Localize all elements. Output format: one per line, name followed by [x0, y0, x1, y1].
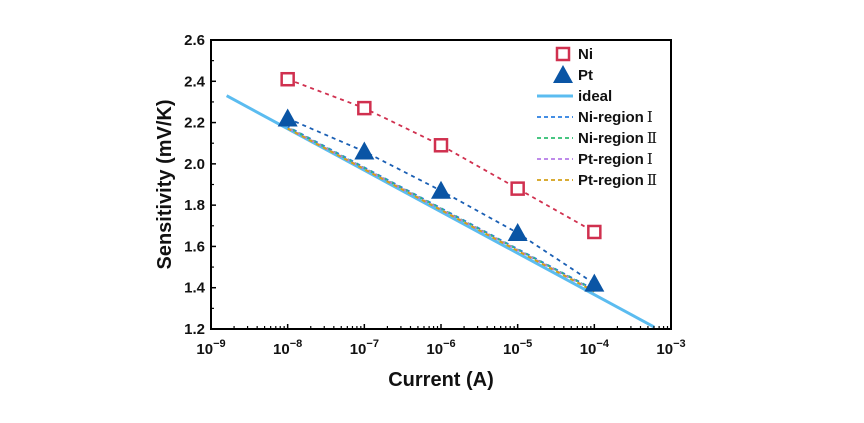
legend-entry: Ni-region Ⅰ	[537, 108, 653, 126]
legend-label: Ni-region Ⅱ	[578, 129, 657, 147]
legend-triangle-icon	[553, 65, 573, 83]
legend-label: Ni-region Ⅰ	[578, 108, 653, 126]
y-tick-label: 1.2	[184, 321, 205, 338]
legend-name: ideal	[578, 88, 612, 105]
ni-data-point	[433, 138, 449, 153]
x-axis-ticks: 10−9 10−8 10−7 10−6 10−5 10−4 10−3	[196, 324, 686, 358]
y-tick-label: 2.2	[184, 115, 205, 132]
legend-square-icon	[555, 46, 571, 62]
x-tick-exponent: −5	[520, 338, 533, 350]
x-tick-label: 10−4	[580, 338, 610, 358]
legend-entry: Ni-region Ⅱ	[537, 129, 657, 147]
x-tick-exponent: −4	[596, 338, 609, 350]
pt-data-point	[277, 108, 298, 127]
x-tick-exponent: −9	[213, 338, 226, 350]
x-tick-base: 10	[350, 341, 367, 358]
ni-data-point	[357, 100, 372, 116]
y-axis-ticks: 1.2 1.4 1.6 1.8 2.0 2.2 2.4 2.6	[184, 32, 216, 338]
x-axis-title: Current (A)	[388, 369, 494, 391]
legend-label: Ni	[578, 46, 593, 63]
legend-label: ideal	[578, 88, 612, 105]
y-tick-label: 1.6	[184, 238, 205, 255]
x-tick-exponent: −7	[366, 338, 379, 350]
y-axis-title: Sensitivity (mV/K)	[154, 99, 176, 269]
x-tick-base: 10	[580, 341, 597, 358]
legend-numeral: Ⅱ	[647, 171, 657, 189]
pt-data-point	[354, 141, 375, 160]
legend-name: Pt	[578, 67, 593, 84]
y-tick-label: 2.6	[184, 32, 205, 49]
x-tick-label: 10−3	[656, 338, 685, 358]
pt-data-point	[507, 223, 528, 242]
x-tick-label: 10−9	[196, 338, 225, 358]
x-tick-label: 10−5	[503, 338, 532, 358]
ni-data-point	[280, 71, 295, 87]
legend-entry: Pt-region Ⅰ	[537, 150, 653, 168]
x-tick-label: 10−7	[350, 338, 379, 358]
plot-markers	[277, 71, 605, 292]
legend-label: Pt-region Ⅱ	[578, 171, 657, 189]
x-tick-exponent: −8	[290, 338, 303, 350]
legend-name: Ni-region	[578, 109, 644, 126]
x-tick-base: 10	[656, 341, 673, 358]
legend-name: Pt-region	[578, 172, 644, 189]
legend-entry: Pt-region Ⅱ	[537, 171, 657, 189]
ni-data-point	[510, 181, 525, 196]
legend-name: Pt-region	[578, 151, 644, 168]
x-tick-base: 10	[426, 341, 443, 358]
legend-numeral: Ⅰ	[647, 150, 653, 168]
region-fit-line	[287, 127, 595, 293]
ni-data-point	[587, 224, 602, 240]
y-tick-label: 2.0	[184, 156, 205, 173]
legend-name: Ni	[578, 46, 593, 63]
x-tick-base: 10	[196, 341, 213, 358]
legend-numeral: Ⅱ	[647, 129, 657, 147]
x-tick-label: 10−8	[273, 338, 302, 358]
region-fit-line	[287, 125, 595, 291]
legend-entry: Ni	[555, 46, 593, 63]
legend-numeral: Ⅰ	[647, 108, 653, 126]
legend-entry: ideal	[537, 88, 612, 105]
pt-data-point	[431, 180, 451, 199]
legend-entry: Pt	[553, 65, 593, 84]
legend-label: Pt	[578, 67, 593, 84]
y-tick-label: 1.8	[184, 197, 205, 214]
x-tick-label: 10−6	[426, 338, 455, 358]
legend-name: Ni-region	[578, 130, 644, 147]
pt-data-point	[584, 273, 605, 292]
x-tick-exponent: −6	[443, 338, 456, 350]
x-tick-base: 10	[273, 341, 290, 358]
region-fit-line	[287, 127, 595, 292]
x-tick-exponent: −3	[673, 338, 686, 350]
y-tick-label: 1.4	[184, 280, 206, 297]
y-tick-label: 2.4	[184, 73, 206, 90]
legend-label: Pt-region Ⅰ	[578, 150, 653, 168]
x-tick-base: 10	[503, 341, 520, 358]
